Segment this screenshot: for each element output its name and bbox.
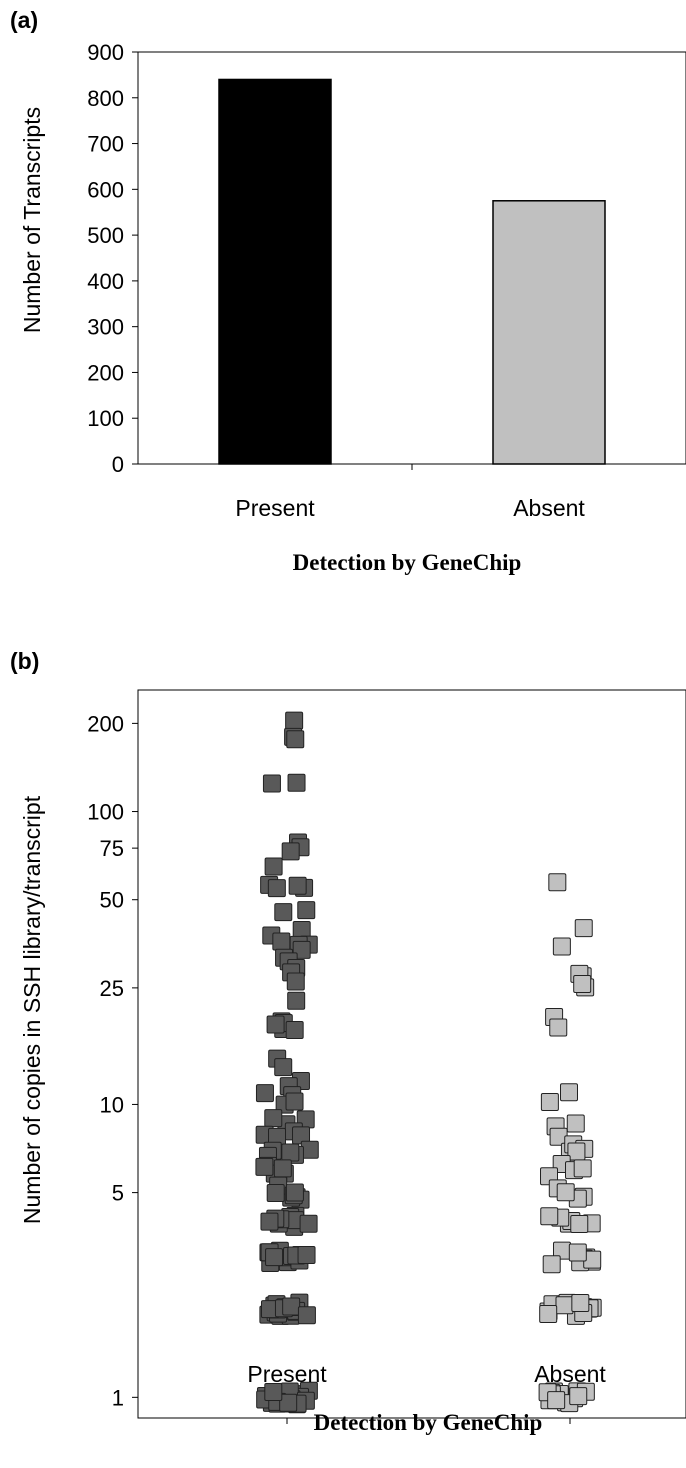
point-present: [286, 972, 305, 991]
panel-a-y-tick-label: 900: [87, 40, 124, 65]
panel-b-x-axis-label: Detection by GeneChip: [314, 1410, 543, 1435]
point-present: [273, 1159, 292, 1178]
panel-b-points: [255, 711, 602, 1414]
panel-a-y-tick-label: 500: [87, 223, 124, 248]
panel-b-y-tick-label: 5: [112, 1181, 124, 1206]
point-present: [260, 1212, 279, 1231]
panel-b-axes: [132, 689, 686, 1424]
point-present: [287, 991, 306, 1010]
point-present: [285, 1183, 304, 1202]
bar-present: [218, 78, 332, 465]
panel-b-y-tick-label: 1: [112, 1385, 124, 1410]
point-present: [297, 1245, 316, 1264]
point-present: [266, 1184, 285, 1203]
point-present: [262, 774, 281, 793]
panel-b-x-tick-labels: Present Absent: [247, 1361, 606, 1387]
point-present: [285, 1092, 304, 1111]
panel-a-label: (a): [10, 7, 38, 33]
point-absent: [555, 1296, 574, 1315]
point-present: [285, 1021, 304, 1040]
point-absent: [540, 1092, 559, 1111]
panel-b-x-tick-label: Absent: [534, 1361, 606, 1387]
bar-absent: [492, 200, 606, 465]
point-present: [286, 730, 305, 749]
point-absent: [571, 1293, 590, 1312]
point-present: [299, 1214, 318, 1233]
point-absent: [542, 1255, 561, 1274]
point-absent: [548, 873, 567, 892]
point-absent: [539, 1304, 558, 1323]
point-present: [274, 1058, 293, 1077]
point-present: [281, 842, 300, 861]
point-absent: [566, 1114, 585, 1133]
panel-b-label: (b): [10, 648, 39, 674]
point-present: [297, 1306, 316, 1325]
panel-b-y-tick-label: 50: [100, 888, 124, 913]
point-absent: [549, 1018, 568, 1037]
panel-b-scatter-chart: (b) 1 5 10 25 50 75 100 200 Present Absent Numbe…: [10, 648, 686, 1435]
panel-a-y-tick-label: 700: [87, 132, 124, 157]
point-absent: [540, 1207, 559, 1226]
panel-b-y-axis-label: Number of copies in SSH library/transcri…: [19, 795, 45, 1224]
panel-a-y-tick-label: 800: [87, 86, 124, 111]
panel-b-y-tick-label: 200: [87, 711, 124, 736]
point-absent: [574, 919, 593, 938]
point-absent: [568, 1243, 587, 1262]
panel-a-bars: [218, 78, 606, 465]
point-absent: [552, 937, 571, 956]
panel-a-x-tick-label: Present: [235, 495, 315, 521]
panel-b-y-tick-label: 10: [100, 1092, 124, 1117]
panel-a-x-tick-labels: Present Absent: [235, 495, 585, 521]
panel-a-y-tick-label: 200: [87, 360, 124, 385]
panel-a-x-axis-label: Detection by GeneChip: [293, 550, 522, 575]
panel-a-y-tick-label: 300: [87, 315, 124, 340]
panel-b-y-tick-labels: 1 5 10 25 50 75 100 200: [87, 711, 124, 1410]
point-present: [279, 1393, 298, 1412]
panel-a-y-tick-label: 0: [112, 452, 124, 477]
point-present: [285, 711, 304, 730]
point-absent: [569, 1387, 588, 1406]
panel-b-y-tick-label: 25: [100, 976, 124, 1001]
panel-a-x-tick-label: Absent: [513, 495, 585, 521]
point-absent: [559, 1083, 578, 1102]
point-present: [255, 1084, 274, 1103]
panel-a-y-tick-label: 400: [87, 269, 124, 294]
point-absent: [556, 1183, 575, 1202]
panel-b-plot-frame: [137, 689, 686, 1419]
point-absent: [570, 1215, 589, 1234]
panel-a-axes: [132, 51, 686, 470]
panel-b-x-tick-label: Present: [247, 1361, 327, 1387]
point-present: [297, 901, 316, 920]
point-absent: [573, 1159, 592, 1178]
point-present: [265, 1248, 284, 1267]
panel-a-bar-chart: (a) 0 100 200 300 400 500 600 700 800 900 Present…: [10, 7, 686, 575]
point-present: [266, 1015, 285, 1034]
point-absent: [573, 975, 592, 994]
point-present: [272, 932, 291, 951]
point-present: [288, 876, 307, 895]
point-present: [255, 1157, 274, 1176]
panel-a-y-tick-label: 100: [87, 406, 124, 431]
point-present: [282, 1297, 301, 1316]
point-absent: [547, 1391, 566, 1410]
point-present: [287, 773, 306, 792]
panel-a-y-tick-label: 600: [87, 177, 124, 202]
point-present: [264, 1383, 283, 1402]
point-present: [274, 903, 293, 922]
panel-a-y-axis-label: Number of Transcripts: [19, 107, 45, 333]
point-present: [264, 857, 283, 876]
point-present: [264, 1109, 283, 1128]
point-present: [267, 879, 286, 898]
point-present: [281, 1143, 300, 1162]
panel-b-y-tick-label: 75: [100, 836, 124, 861]
panel-a-y-tick-labels: 0 100 200 300 400 500 600 700 800 900: [87, 40, 124, 477]
panel-b-y-tick-label: 100: [87, 800, 124, 825]
